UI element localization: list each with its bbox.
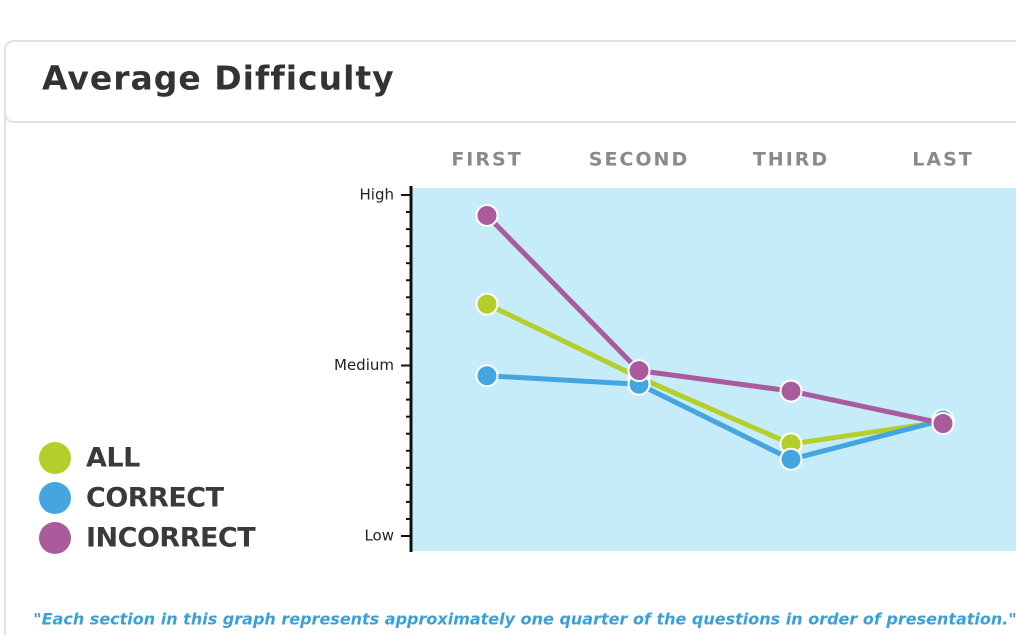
card-border [4,40,1016,635]
legend-swatch [39,522,71,554]
x-tick-label: LAST [912,149,973,171]
x-tick-label: FIRST [451,149,522,171]
data-point [475,292,499,316]
data-point [779,379,803,403]
legend-label: ALL [86,443,140,474]
legend-swatch [39,482,71,514]
data-point [779,447,803,471]
x-tick-label: SECOND [589,149,689,171]
series-line [485,213,944,426]
x-tick-label: THIRD [753,149,829,171]
legend-label: CORRECT [86,483,225,514]
data-point [475,203,499,227]
data-point [931,411,955,435]
chart-title: Average Difficulty [42,59,395,98]
data-point [475,364,499,388]
series-line [485,301,944,447]
legend-swatch [39,442,71,474]
series-line [486,373,944,462]
plot-background [412,188,1016,551]
y-tick-label: Low [364,527,394,545]
footnote: "Each section in this graph represents a… [33,610,1016,629]
data-point [627,359,651,383]
legend-label: INCORRECT [86,523,256,554]
y-tick-label: Medium [334,356,394,374]
y-tick-label: High [360,186,394,204]
header-border [4,111,1016,123]
